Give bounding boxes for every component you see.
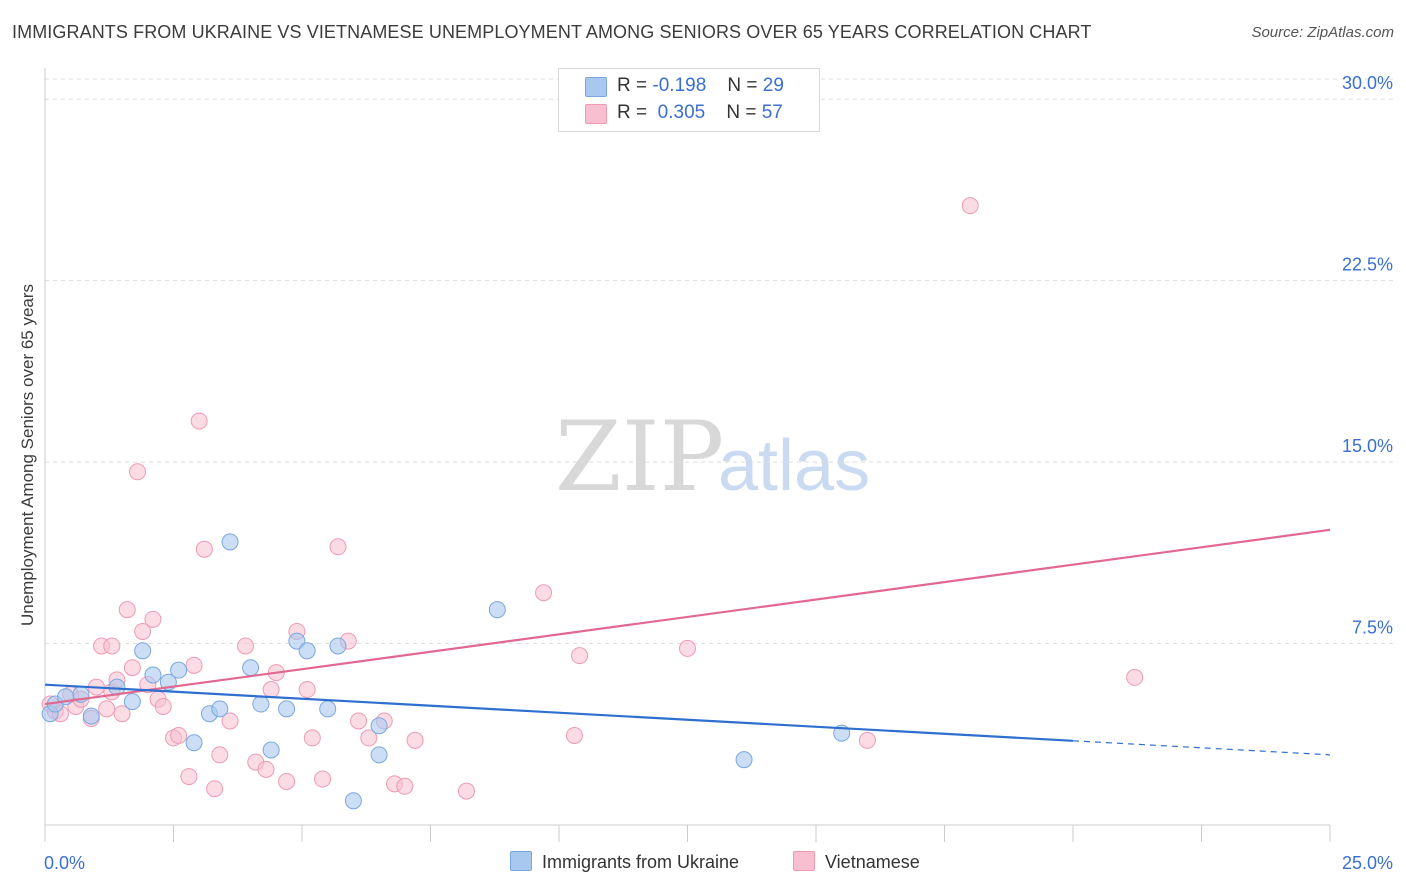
vietnamese-point [129,463,147,481]
vietnamese-point [113,705,131,723]
grid-lines [45,78,1395,645]
ukraine-point [211,700,229,718]
vietnamese-point [185,656,203,674]
legend-label-vietnamese: Vietnamese [825,852,920,872]
vietnamese-point [154,697,172,715]
legend-r-value: -0.198 [652,75,707,96]
vietnamese-point [134,622,152,640]
legend-text-vietnamese: R = 0.305 N = 57 [617,102,783,124]
vietnamese-point [123,659,141,677]
vietnamese-point [350,712,368,730]
vietnamese-point [236,637,254,655]
ukraine-point [298,642,316,660]
vietnamese-point [1126,668,1144,686]
vietnamese-point [195,540,213,558]
vietnamese-point [98,700,116,718]
ukraine-point [329,637,347,655]
vietnamese-point [180,768,198,786]
vietnamese-point [298,681,316,699]
vietnamese-point [221,712,239,730]
vietnamese-point [360,729,378,747]
ukraine-points [41,533,851,810]
legend-text-ukraine: R = -0.198 N = 29 [617,75,784,97]
vietnamese-point [303,729,321,747]
vietnamese-point [679,639,696,657]
legend-n-value: 29 [762,75,784,96]
legend-swatch-vietnamese [585,104,607,124]
ukraine-point [735,751,753,769]
ukraine-point [370,717,388,735]
vietnamese-point [257,760,275,778]
tick-labels: 7.5% 15.0% 22.5% 30.0% 0.0% 25.0% [44,73,1393,873]
chart-title: IMMIGRANTS FROM UKRAINE VS VIETNAMESE UN… [12,22,1092,42]
legend-item-vietnamese: Vietnamese [793,851,920,873]
vietnamese-point [170,726,188,744]
watermark-zip: ZIP [555,401,724,513]
ukraine-point [370,746,388,764]
source-label: Source: ZipAtlas.com [1251,24,1394,41]
ukraine-point [488,601,506,619]
legend-r-label: R = [617,75,648,96]
vietnamese-point [211,746,229,764]
y-tick-label: 22.5% [1342,255,1393,275]
ukraine-point [134,642,152,660]
trend-lines [44,528,1331,756]
vietnamese-point [314,770,332,788]
ukraine-point [262,741,280,759]
vietnamese-point [858,731,876,749]
legend-swatch-ukraine [510,851,532,871]
x-tick-label: 25.0% [1342,853,1393,873]
correlation-legend: R = -0.198 N = 29 R = 0.305 N = 57 [558,68,820,132]
ukraine-point [185,734,203,752]
watermark: ZIP atlas [555,401,870,513]
ukraine-point [344,792,362,810]
watermark-atlas: atlas [718,426,870,506]
vietnamese-point [406,731,424,749]
vietnamese-point [118,601,136,619]
vietnamese-point [961,197,979,215]
legend-n-value: 57 [761,102,783,123]
vietnamese-point [565,726,583,744]
legend-swatch-ukraine [585,77,607,97]
legend-n-label: N = [727,75,758,96]
vietnamese-point [329,538,347,556]
vietnamese-point [457,782,475,800]
y-tick-label: 15.0% [1342,436,1393,456]
legend-swatch-vietnamese [793,851,815,871]
vietnamese-point [535,584,553,602]
y-tick-label: 30.0% [1342,73,1393,93]
vietnamese-point [190,412,208,430]
ukraine-point [319,700,337,718]
ukraine-point [144,666,162,684]
ukraine-trend-extension [1072,740,1331,756]
ukraine-point [221,533,239,551]
legend-n-label: N = [726,102,757,123]
vietnamese-trend-line [44,528,1331,706]
ukraine-point [82,707,100,725]
ukraine-point [252,695,270,713]
ukraine-point [278,700,296,718]
axes [44,68,1331,842]
legend-r-label: R = [617,102,648,123]
vietnamese-point [206,780,224,798]
vietnamese-point [103,637,121,655]
ukraine-point [170,661,188,679]
ukraine-trend-line [44,683,1074,742]
y-axis-label: Unemployment Among Seniors over 65 years [18,283,37,627]
x-tick-label: 0.0% [44,853,85,873]
vietnamese-point [144,610,162,628]
vietnamese-point [262,681,280,699]
ukraine-point [242,659,260,677]
legend-item-ukraine: Immigrants from Ukraine [510,851,739,873]
vietnamese-point [571,647,589,665]
y-tick-label: 7.5% [1352,618,1393,638]
legend-label-ukraine: Immigrants from Ukraine [542,852,740,872]
vietnamese-point [396,777,414,795]
legend-r-value: 0.305 [657,102,706,123]
ukraine-point [123,693,141,711]
vietnamese-point [278,772,296,790]
